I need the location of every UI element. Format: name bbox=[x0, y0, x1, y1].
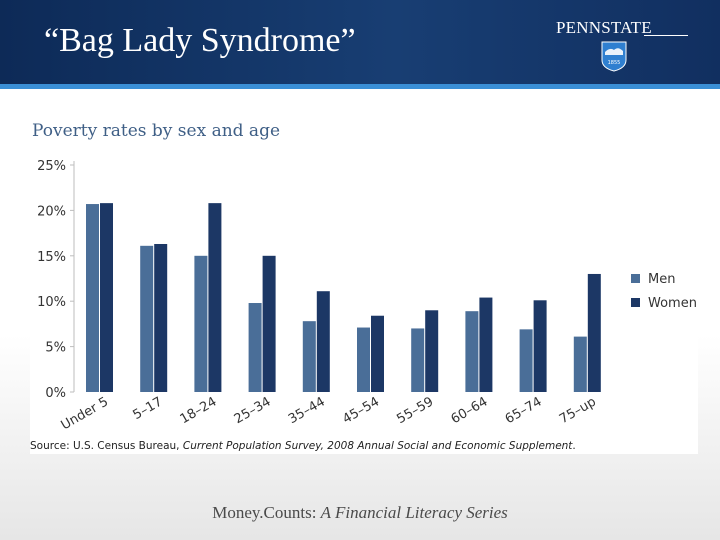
bar-women bbox=[154, 243, 168, 392]
chart-title: Poverty rates by sex and age bbox=[32, 121, 280, 141]
logo-year: 1855 bbox=[608, 60, 621, 66]
bar-men bbox=[357, 327, 370, 392]
bar-men bbox=[140, 245, 154, 392]
bar-men bbox=[248, 303, 262, 392]
shield-icon: 1855 bbox=[601, 41, 627, 72]
slide-footer: Money.Counts: A Financial Literacy Serie… bbox=[0, 503, 720, 523]
y-tick-label: 15% bbox=[37, 250, 66, 265]
header-stripe bbox=[0, 84, 720, 89]
y-tick-label: 10% bbox=[37, 295, 66, 310]
y-tick-label: 20% bbox=[37, 204, 66, 219]
poverty-bar-chart: Poverty rates by sex and age 0% 5% 10% 15% 2… bbox=[32, 121, 697, 433]
source-prefix: Source: U.S. Census Bureau, bbox=[30, 440, 183, 452]
category-label-layer: Under 5 5–17 18–24 25–34 35–44 45–54 55–59 60–6… bbox=[59, 394, 599, 433]
bar-men bbox=[573, 336, 587, 392]
x-category-label: 35–44 bbox=[286, 394, 328, 427]
footer-series: A Financial Literacy Series bbox=[320, 503, 508, 522]
x-category-label: 5–17 bbox=[131, 394, 166, 423]
bar-women bbox=[208, 203, 222, 392]
source-suffix: . bbox=[572, 440, 576, 452]
bar-men bbox=[519, 329, 533, 392]
legend: Men Women bbox=[631, 272, 697, 311]
footer-brand: Money.Counts: bbox=[212, 503, 321, 522]
bar-men bbox=[194, 255, 208, 392]
logo-wordmark: PENNSTATE bbox=[556, 18, 652, 37]
legend-swatch-men bbox=[631, 274, 640, 283]
bar-women bbox=[533, 300, 547, 392]
bar-women bbox=[316, 291, 330, 392]
bar-women bbox=[371, 315, 384, 392]
y-tick-label: 0% bbox=[45, 386, 66, 401]
chart-panel: Poverty rates by sex and age 0% 5% 10% 15% 2… bbox=[30, 110, 698, 454]
slide-title: “Bag Lady Syndrome” bbox=[44, 22, 356, 59]
x-category-label: 60–64 bbox=[449, 394, 491, 427]
source-publication: Current Population Survey, 2008 Annual S… bbox=[182, 440, 573, 452]
bar-layer bbox=[86, 203, 601, 392]
bar-men bbox=[411, 328, 425, 392]
y-tick-label: 5% bbox=[45, 341, 66, 356]
x-category-label: 25–34 bbox=[232, 394, 274, 427]
bar-men bbox=[302, 321, 316, 392]
bar-women bbox=[479, 297, 493, 392]
legend-label-women: Women bbox=[648, 296, 697, 311]
x-category-label: 18–24 bbox=[178, 394, 220, 427]
legend-swatch-women bbox=[631, 298, 640, 307]
bar-men bbox=[86, 204, 99, 392]
x-category-label: Under 5 bbox=[59, 394, 111, 433]
bar-women bbox=[587, 273, 601, 392]
bar-men bbox=[465, 311, 479, 392]
x-category-label: 45–54 bbox=[340, 394, 382, 427]
y-tick-label: 25% bbox=[37, 159, 66, 174]
x-category-label: 65–74 bbox=[503, 394, 545, 427]
bar-women bbox=[425, 310, 439, 392]
x-category-label: 55–59 bbox=[394, 394, 436, 427]
legend-label-men: Men bbox=[648, 272, 675, 287]
penn-state-logo: PENNSTATE 1855 bbox=[556, 18, 692, 74]
logo-rule bbox=[644, 35, 688, 36]
x-category-label: 75–up bbox=[557, 394, 599, 427]
bar-women bbox=[100, 203, 113, 392]
source-note: Source: U.S. Census Bureau, Current Popu… bbox=[30, 440, 690, 452]
slide-header bbox=[0, 0, 720, 84]
bar-women bbox=[262, 255, 276, 392]
axis-layer: 0% 5% 10% 15% 20% 25% bbox=[37, 159, 75, 401]
